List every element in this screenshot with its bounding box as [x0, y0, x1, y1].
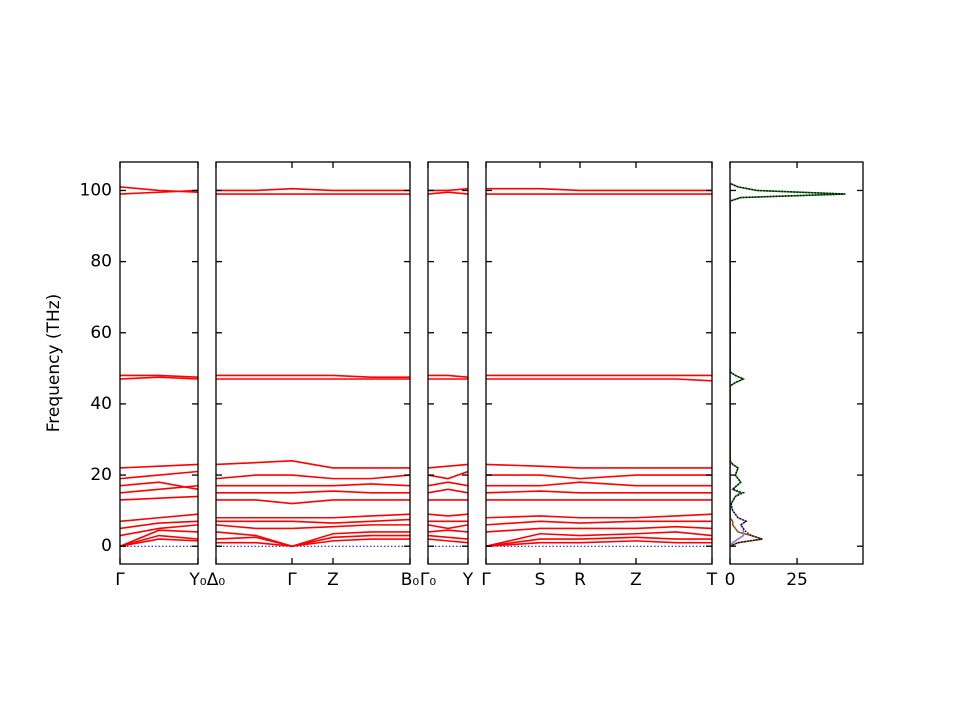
panel-frame	[119, 161, 199, 565]
panel-frame	[215, 161, 411, 565]
x-tick-label: Γ	[115, 570, 125, 590]
band	[216, 518, 410, 524]
panel-frame	[729, 161, 864, 565]
x-tick-label: Γ₀	[420, 570, 436, 590]
band	[486, 513, 712, 519]
y-tick-label: 0	[101, 536, 112, 556]
band	[120, 538, 198, 547]
band	[486, 490, 712, 494]
band	[216, 524, 410, 530]
band	[120, 495, 198, 501]
band	[486, 540, 712, 548]
x-tick-label: R	[574, 570, 586, 590]
band	[120, 524, 198, 537]
y-tick-label: 60	[90, 323, 112, 343]
band	[428, 513, 468, 517]
band	[486, 463, 712, 469]
band	[428, 538, 468, 544]
band	[120, 534, 198, 547]
y-tick-label: 100	[80, 180, 112, 200]
band	[120, 513, 198, 523]
x-tick-label: Δ₀	[207, 570, 226, 590]
band	[428, 481, 468, 487]
band	[216, 474, 410, 480]
band	[216, 538, 410, 548]
band	[486, 531, 712, 547]
x-tick-label: Z	[327, 570, 339, 590]
band	[428, 463, 468, 469]
band	[120, 481, 198, 491]
band	[428, 191, 468, 195]
band	[216, 534, 410, 548]
band	[120, 463, 198, 469]
band	[120, 186, 198, 194]
band	[486, 536, 712, 548]
band	[216, 513, 410, 519]
x-tick-label: Γ	[287, 570, 297, 590]
dos-curve	[730, 182, 846, 547]
x-tick-label: 25	[786, 570, 808, 590]
band	[486, 525, 712, 533]
x-tick-label: 0	[725, 570, 736, 590]
band	[428, 470, 468, 480]
band	[216, 483, 410, 487]
band	[486, 520, 712, 526]
band	[428, 534, 468, 540]
band	[120, 520, 198, 530]
y-axis-label: Frequency (THz)	[44, 294, 64, 433]
x-tick-label: S	[535, 570, 546, 590]
band	[216, 374, 410, 379]
band	[486, 187, 712, 192]
band	[428, 187, 468, 192]
x-tick-label: Y₀	[188, 570, 206, 590]
band	[216, 531, 410, 548]
dos-curve	[730, 183, 763, 547]
x-tick-label: Y	[462, 570, 474, 590]
band	[120, 470, 198, 480]
band	[428, 488, 468, 494]
band	[486, 481, 712, 487]
band	[486, 474, 712, 480]
y-tick-label: 40	[90, 394, 112, 414]
y-tick-label: 20	[90, 465, 112, 485]
band	[216, 187, 410, 192]
panel-frame	[485, 161, 713, 565]
x-tick-label: Z	[630, 570, 642, 590]
y-tick-label: 80	[90, 252, 112, 272]
band	[120, 374, 198, 379]
band	[120, 376, 198, 380]
panel-frame	[427, 161, 469, 565]
band	[216, 499, 410, 505]
dos-curve	[730, 182, 846, 547]
band	[486, 378, 712, 382]
band	[216, 460, 410, 469]
band	[216, 490, 410, 494]
band	[428, 374, 468, 379]
x-tick-label: T	[706, 570, 718, 590]
x-tick-label: B₀	[401, 570, 420, 590]
band	[428, 529, 468, 533]
band	[120, 529, 198, 547]
band	[428, 524, 468, 530]
x-tick-label: Γ	[481, 570, 491, 590]
